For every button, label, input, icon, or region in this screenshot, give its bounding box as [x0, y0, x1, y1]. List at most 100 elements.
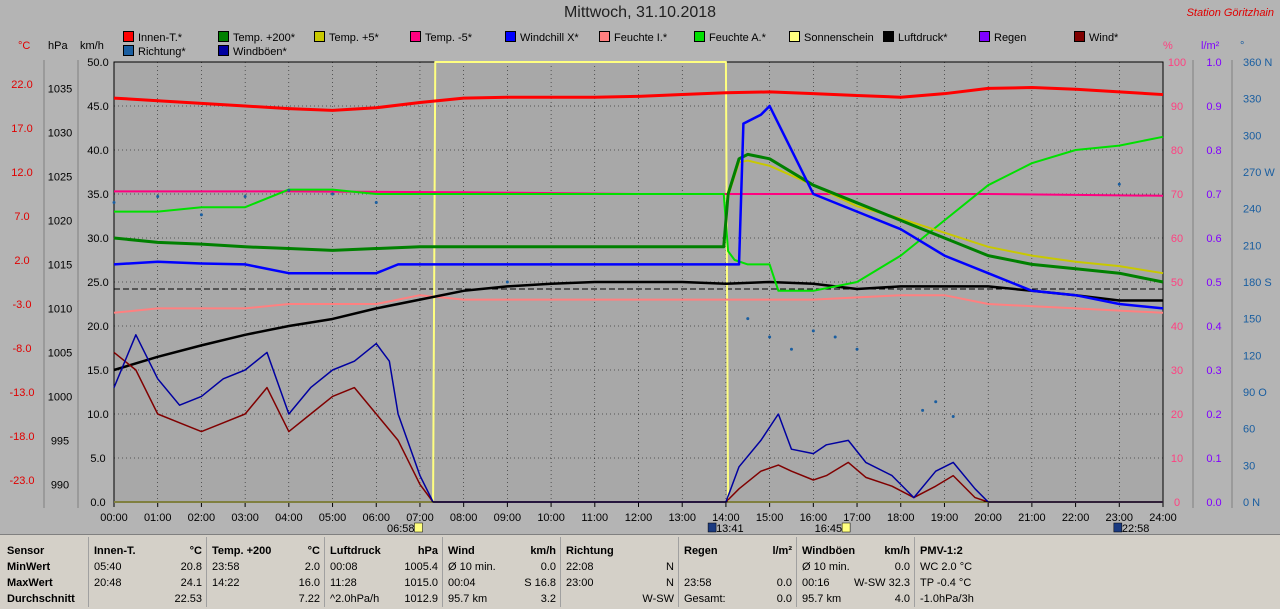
stats-header: Regen [684, 545, 718, 557]
direction-point [934, 400, 938, 404]
direction-point [768, 335, 772, 339]
x-tick-label: 19:00 [931, 512, 959, 524]
x-tick-label: 23:00 [1106, 512, 1134, 524]
tick-label-direction: 210 [1243, 240, 1261, 252]
x-tick-label: 18:00 [887, 512, 915, 524]
x-tick-label: 10:00 [537, 512, 565, 524]
tick-label-percent: 50 [1171, 277, 1183, 289]
tick-label-percent: 100 [1168, 57, 1186, 69]
stats-header: PMV-1:2 [920, 545, 963, 557]
stats-cell-label: 95.7 km [448, 593, 488, 605]
direction-point [746, 317, 750, 321]
row-label-sensor: Sensor [7, 545, 45, 557]
legend-label: Sonnenschein [804, 32, 874, 44]
tick-label-direction: 180 S [1243, 277, 1272, 289]
tick-label-kmh: 45.0 [87, 101, 108, 113]
stats-header: Luftdruck [330, 545, 381, 557]
sun-marker-icon [1113, 522, 1123, 533]
legend-label: Luftdruck* [898, 32, 948, 44]
tick-label-percent: 90 [1171, 101, 1183, 113]
tick-label-celsius: 17.0 [11, 123, 32, 135]
stats-column: Wind km/h Ø 10 min. 0.0 00:04 S 16.8 95.7 km 3.… [448, 543, 556, 609]
stats-separator [678, 537, 679, 607]
tick-label-rain: 0.3 [1206, 365, 1221, 377]
stats-unit: km/h [530, 545, 556, 557]
x-tick-label: 21:00 [1018, 512, 1046, 524]
stats-cell-label: Gesamt: [684, 593, 726, 605]
tick-label-hpa: 1005 [48, 347, 72, 359]
stats-unit: hPa [417, 545, 438, 557]
stats-column: PMV-1:2 WC 2.0 °C TP -0.4 °C -1.0hPa/3h [920, 543, 1030, 609]
tick-label-rain: 0.2 [1206, 409, 1221, 421]
tick-label-direction: 330 [1243, 94, 1261, 106]
legend-label: Regen [994, 32, 1027, 44]
tick-label-celsius: -13.0 [9, 387, 34, 399]
tick-label-kmh: 20.0 [87, 321, 108, 333]
tick-label-celsius: -18.0 [9, 431, 34, 443]
tick-label-percent: 30 [1171, 365, 1183, 377]
stats-cell-label: -1.0hPa/3h [920, 593, 974, 605]
direction-point [156, 194, 160, 198]
stats-cell-label: 00:08 [330, 561, 358, 573]
series-line [113, 86, 1164, 112]
legend-item: Temp. +5* [314, 31, 379, 44]
direction-point [921, 408, 925, 412]
legend-swatch [410, 31, 421, 42]
tick-label-kmh: 40.0 [87, 145, 108, 157]
x-tick-label: 03:00 [231, 512, 259, 524]
x-tick-label: 13:00 [668, 512, 696, 524]
stats-separator [914, 537, 915, 607]
stats-cell-label: ^2.0hPa/h [330, 593, 380, 605]
series-line [114, 135, 1164, 292]
direction-point [1117, 182, 1121, 186]
x-tick-label: 04:00 [275, 512, 303, 524]
legend-label: Temp. -5* [425, 32, 473, 44]
stats-unit: l/m² [772, 545, 792, 557]
stats-column: Temp. +200 °C 23:58 2.0 14:22 16.0 7.22 [212, 543, 320, 609]
tick-label-hpa: 1000 [48, 391, 72, 403]
x-tick-label: 07:00 [406, 512, 434, 524]
stats-row-labels: Sensor MinWert MaxWert Durchschnitt [7, 543, 75, 607]
stats-cell-value: 1012.9 [404, 593, 438, 605]
legend-swatch [314, 31, 325, 42]
stats-cell-value: 24.1 [180, 577, 202, 589]
legend-item: Luftdruck* [883, 31, 948, 44]
stats-cell-value: W-SW [642, 593, 674, 605]
chart-area: Mittwoch, 31.10.2018 Station Göritzhain … [0, 0, 1280, 534]
legend-swatch [883, 31, 894, 42]
x-tick-label: 22:00 [1062, 512, 1090, 524]
sun-marker-label: 13:41 [716, 523, 744, 534]
series-line [113, 280, 1163, 372]
stats-cell-value: N [666, 577, 674, 589]
tick-label-hpa: 1015 [48, 259, 72, 271]
tick-label-hpa: 995 [51, 435, 69, 447]
stats-separator [796, 537, 797, 607]
legend-label: Windchill X* [520, 32, 579, 44]
stats-cell-value: 0.0 [540, 561, 556, 573]
stats-column: Innen-T. °C 05:40 20.8 20:48 24.1 22.53 [94, 543, 202, 609]
tick-label-celsius: 7.0 [14, 211, 29, 223]
tick-label-percent: 80 [1171, 145, 1183, 157]
stats-cell-label: 14:22 [212, 577, 240, 589]
tick-label-percent: 10 [1171, 453, 1183, 465]
legend-label: Temp. +5* [329, 32, 379, 44]
stats-cell-value: 1005.4 [404, 561, 438, 573]
tick-label-direction: 270 W [1243, 167, 1275, 179]
stats-cell-label: TP -0.4 °C [920, 577, 972, 589]
stats-unit: °C [189, 545, 202, 557]
stats-column: Richtung 22:08 N 23:00 N W-SW [566, 543, 674, 609]
x-tick-label: 12:00 [625, 512, 653, 524]
stats-table: Sensor MinWert MaxWert Durchschnitt Inne… [0, 534, 1280, 609]
stats-cell-value: 0.0 [776, 577, 792, 589]
stats-cell-label: 22:08 [566, 561, 594, 573]
sun-marker-label: 22:58 [1122, 523, 1150, 534]
tick-label-rain: 0.5 [1206, 277, 1221, 289]
stats-cell-value: 20.8 [180, 561, 202, 573]
direction-point [951, 414, 955, 418]
direction-point [811, 329, 815, 333]
legend-swatch [1074, 31, 1085, 42]
tick-label-direction: 60 [1243, 424, 1255, 436]
tick-label-rain: 0.9 [1206, 101, 1221, 113]
tick-label-rain: 1.0 [1206, 57, 1221, 69]
stats-separator [324, 537, 325, 607]
